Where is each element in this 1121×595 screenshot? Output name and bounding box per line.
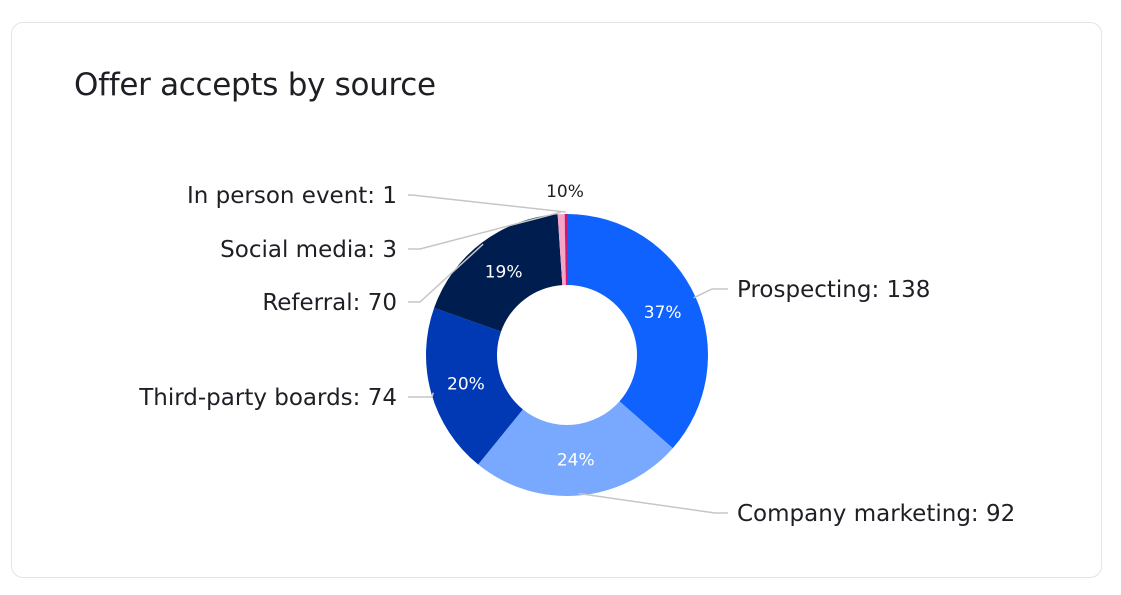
data-label-third-party-boards: Third-party boards: 74	[138, 385, 397, 411]
slice-in-person-event[interactable]	[564, 214, 567, 286]
leader-line-in-person-event	[408, 194, 566, 213]
percent-label-prospecting: 37%	[644, 303, 682, 323]
percent-label-third-party-boards: 20%	[447, 374, 485, 394]
data-label-social-media: Social media: 3	[220, 237, 397, 263]
leader-line-referral	[408, 243, 484, 303]
data-label-referral: Referral: 70	[262, 290, 397, 316]
slice-third-party-boards[interactable]	[426, 307, 523, 465]
percent-label-company-marketing: 24%	[557, 451, 595, 471]
leader-line-social-media	[408, 211, 562, 250]
slice-referral[interactable]	[434, 214, 563, 332]
leader-line-prospecting	[693, 288, 728, 299]
percent-label-referral: 19%	[485, 262, 523, 282]
data-label-company-marketing: Company marketing: 92	[737, 501, 1015, 527]
percent-label-small-slices: 10%	[546, 182, 584, 202]
slice-social-media[interactable]	[557, 214, 566, 286]
slice-prospecting[interactable]	[567, 214, 708, 449]
chart-title: Offer accepts by source	[74, 67, 436, 103]
data-label-prospecting: Prospecting: 138	[737, 277, 930, 303]
leader-line-third-party-boards	[408, 392, 434, 398]
data-label-in-person-event: In person event: 1	[187, 183, 397, 209]
leader-line-company-marketing	[578, 492, 728, 514]
slice-company-marketing[interactable]	[478, 401, 673, 496]
